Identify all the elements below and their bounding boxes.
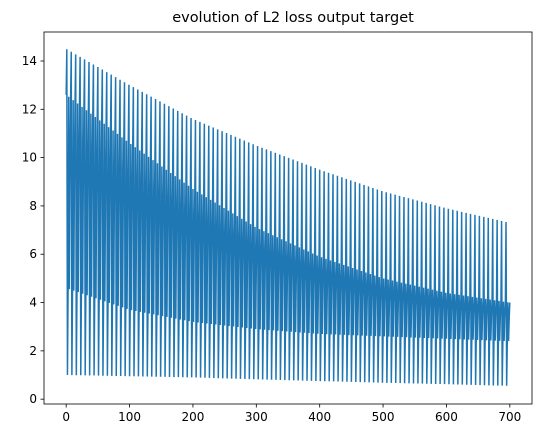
y-tick-label: 6 — [29, 247, 37, 261]
y-axis: 0 2 4 6 8 10 12 14 — [22, 54, 44, 406]
y-tick-label: 8 — [29, 199, 37, 213]
y-tick-label: 0 — [29, 392, 37, 406]
x-tick-label: 700 — [498, 410, 521, 424]
x-tick-label: 400 — [308, 410, 331, 424]
y-tick-label: 10 — [22, 151, 37, 165]
y-tick-label: 4 — [29, 296, 37, 310]
x-tick-label: 100 — [118, 410, 141, 424]
y-tick-label: 14 — [22, 54, 37, 68]
x-tick-label: 0 — [62, 410, 70, 424]
series-line — [65, 49, 511, 386]
y-tick-label: 12 — [22, 102, 37, 116]
plot-frame — [43, 31, 533, 405]
y-tick-label: 2 — [29, 344, 37, 358]
x-axis: 0 100 200 300 400 500 600 700 — [62, 404, 521, 424]
chart-title: evolution of L2 loss output target — [172, 10, 414, 26]
x-tick-label: 200 — [181, 410, 204, 424]
series-layer — [65, 49, 511, 386]
x-tick-label: 300 — [245, 410, 268, 424]
x-tick-label: 600 — [435, 410, 458, 424]
x-tick-label: 500 — [372, 410, 395, 424]
